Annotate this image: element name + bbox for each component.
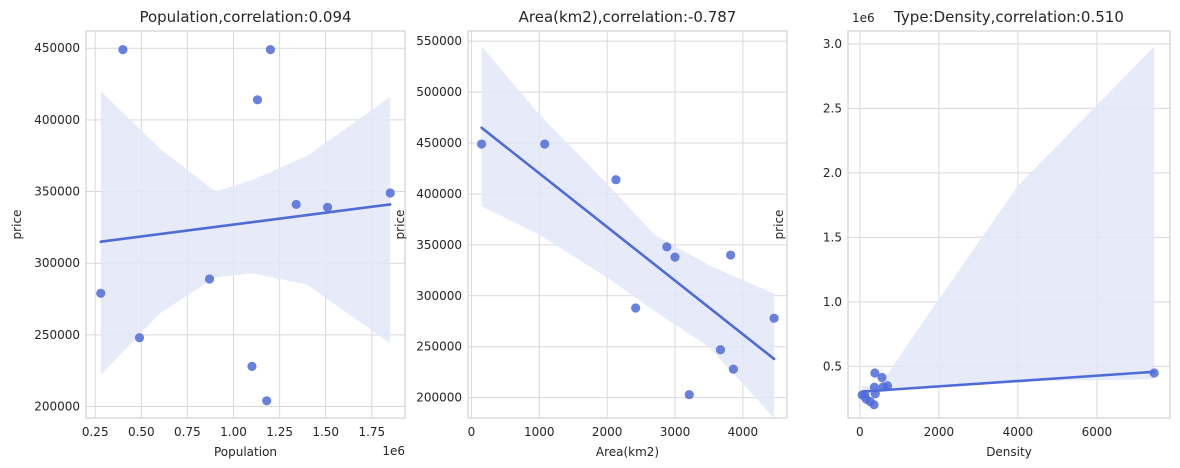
data-point bbox=[882, 381, 893, 391]
x-tick-label: 6000 bbox=[1082, 425, 1113, 439]
y-tick-label: 550000 bbox=[416, 34, 462, 48]
data-point bbox=[252, 95, 263, 105]
regression-line bbox=[860, 370, 1156, 393]
data-point bbox=[715, 345, 726, 355]
x-tick-label: 0.50 bbox=[128, 425, 155, 439]
x-tick-label: 1.25 bbox=[266, 425, 293, 439]
data-point bbox=[631, 303, 641, 313]
regression-line bbox=[480, 126, 776, 361]
confidence-band bbox=[481, 46, 775, 419]
confidence-band bbox=[862, 46, 1155, 398]
x-tick-label: 0.75 bbox=[174, 425, 201, 439]
subplot-1: 0.25 0.50 0.75 1.00 1.25 1.50 1.75 200000 250000… bbox=[10, 8, 406, 459]
data-point bbox=[728, 364, 738, 374]
data-point bbox=[134, 333, 145, 343]
chart-title: Population,correlation:0.094 bbox=[139, 8, 351, 26]
data-point bbox=[540, 139, 550, 149]
x-tick-label: 1000 bbox=[524, 425, 555, 439]
y-tick-label: 300000 bbox=[34, 256, 80, 270]
y-tick-label: 400000 bbox=[416, 187, 462, 201]
x-tick-label: 0 bbox=[856, 425, 864, 439]
plot-border bbox=[467, 30, 788, 419]
y-offset-label: 1e6 bbox=[852, 11, 875, 25]
y-tick-label: 2.0 bbox=[823, 166, 842, 180]
y-tick-label: 300000 bbox=[416, 289, 462, 303]
x-tick-label: 1.75 bbox=[358, 425, 385, 439]
data-point bbox=[870, 368, 880, 378]
data-point bbox=[1149, 368, 1159, 378]
y-tick-label: 350000 bbox=[416, 238, 462, 252]
plot-border bbox=[85, 30, 406, 419]
x-tick-label: 1.00 bbox=[220, 425, 247, 439]
data-point bbox=[726, 250, 736, 260]
data-point bbox=[611, 175, 621, 185]
data-point bbox=[877, 372, 887, 383]
y-axis-label: price bbox=[10, 210, 24, 240]
data-point bbox=[662, 242, 672, 252]
data-point bbox=[247, 361, 257, 371]
y-tick-label: 200000 bbox=[34, 400, 80, 414]
data-point bbox=[869, 400, 879, 410]
y-tick-label: 350000 bbox=[34, 185, 80, 199]
y-tick-label: 450000 bbox=[34, 41, 80, 55]
x-offset-label: 1e6 bbox=[382, 444, 405, 458]
data-point bbox=[96, 288, 106, 298]
data-point bbox=[385, 188, 395, 198]
y-tick-label: 1.0 bbox=[823, 295, 842, 309]
data-point bbox=[870, 389, 880, 399]
x-tick-label: 4000 bbox=[1003, 425, 1034, 439]
regression-line bbox=[99, 203, 392, 243]
chart-title: Type:Density,correlation:0.510 bbox=[893, 8, 1124, 26]
x-tick-label: 2000 bbox=[592, 425, 623, 439]
data-point bbox=[265, 45, 275, 55]
x-tick-label: 3000 bbox=[660, 425, 691, 439]
plot-border bbox=[847, 30, 1171, 419]
data-point bbox=[769, 313, 779, 323]
data-point bbox=[684, 389, 694, 400]
x-tick-label: 0 bbox=[468, 425, 476, 439]
x-axis-label: Density bbox=[986, 445, 1032, 459]
y-tick-label: 0.5 bbox=[823, 359, 842, 373]
data-point bbox=[291, 199, 301, 210]
y-tick-label: 500000 bbox=[416, 85, 462, 99]
data-point bbox=[322, 202, 333, 212]
x-tick-label: 4000 bbox=[728, 425, 759, 439]
subplot-3: 0 2000 4000 6000 0.5 1.0 1.5 2.0 2.5 3.0 Type:Dens… bbox=[772, 8, 1171, 459]
y-tick-label: 400000 bbox=[34, 113, 80, 127]
data-point bbox=[204, 274, 215, 284]
x-axis-label: Area(km2) bbox=[596, 445, 659, 459]
x-tick-label: 2000 bbox=[924, 425, 955, 439]
data-point bbox=[262, 396, 272, 406]
y-tick-label: 200000 bbox=[416, 391, 462, 405]
y-tick-label: 3.0 bbox=[823, 37, 842, 51]
y-tick-label: 250000 bbox=[416, 340, 462, 354]
y-tick-label: 450000 bbox=[416, 136, 462, 150]
chart-title: Area(km2),correlation:-0.787 bbox=[519, 8, 737, 26]
confidence-band bbox=[100, 91, 391, 375]
x-axis-label: Population bbox=[214, 445, 277, 459]
data-point bbox=[118, 45, 128, 55]
y-axis-label: price bbox=[393, 210, 407, 240]
y-axis-label: price bbox=[772, 210, 786, 240]
data-point bbox=[670, 252, 680, 262]
subplot-2: 0 1000 2000 3000 4000 200000 250000 300000 35000… bbox=[393, 8, 788, 459]
data-point bbox=[476, 139, 487, 149]
x-tick-label: 1.50 bbox=[312, 425, 339, 439]
y-tick-label: 2.5 bbox=[823, 101, 842, 115]
y-tick-label: 1.5 bbox=[823, 230, 842, 244]
x-tick-label: 0.25 bbox=[82, 425, 109, 439]
y-tick-label: 250000 bbox=[34, 328, 80, 342]
